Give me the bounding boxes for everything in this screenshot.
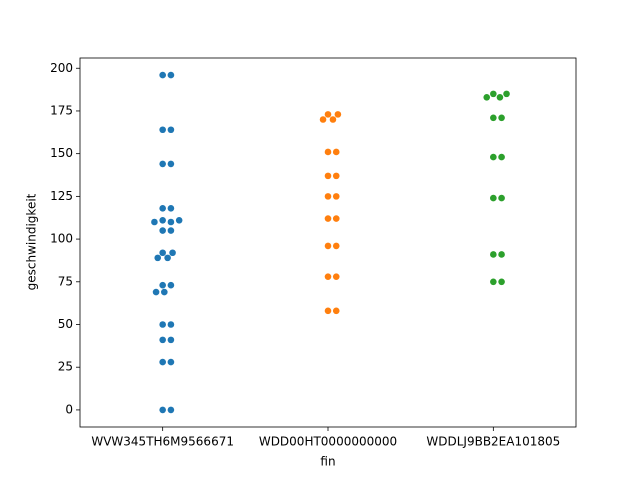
swarm-point <box>167 71 175 79</box>
swarm-point <box>324 111 332 118</box>
swarm-point <box>490 194 497 202</box>
y-tick-label: 125 <box>50 189 73 203</box>
swarm-point <box>159 160 166 168</box>
swarm-point <box>159 249 166 257</box>
swarm-point <box>152 288 160 296</box>
y-tick-label: 100 <box>50 232 73 246</box>
swarm-point <box>167 281 175 289</box>
swarm-point <box>159 406 166 414</box>
swarm-point <box>498 251 505 258</box>
swarm-point <box>167 218 175 226</box>
swarm-point <box>490 153 497 161</box>
swarm-point <box>319 116 327 123</box>
y-tick-label: 75 <box>58 274 73 288</box>
swarm-point <box>498 278 505 286</box>
swarm-point <box>498 153 505 161</box>
swarm-point <box>332 242 340 250</box>
swarm-point <box>167 126 175 134</box>
swarm-point <box>159 336 166 344</box>
swarm-point <box>490 251 497 258</box>
swarm-point <box>167 358 175 366</box>
swarm-point <box>154 254 162 262</box>
swarm-point <box>324 172 332 180</box>
swarm-point <box>164 254 171 262</box>
swarm-point <box>175 216 183 224</box>
swarm-point <box>159 126 166 134</box>
swarm-point <box>159 227 166 234</box>
swarm-point <box>169 249 176 257</box>
swarm-point <box>324 273 332 280</box>
swarm-point <box>167 336 175 344</box>
plot-frame <box>79 57 577 428</box>
swarm-point <box>159 358 166 366</box>
x-tick-label: WDDLJ9BB2EA101805 <box>426 435 560 449</box>
swarm-point <box>324 242 332 250</box>
x-tick-label: WVW345TH6M9566671 <box>91 435 234 449</box>
y-tick-label: 25 <box>58 360 73 374</box>
swarm-point <box>490 114 497 122</box>
x-tick-label: WDD00HT0000000000 <box>259 435 397 449</box>
y-tick-label: 150 <box>50 146 73 160</box>
swarm-point <box>159 321 166 328</box>
swarm-point <box>332 215 340 222</box>
swarm-point <box>332 273 340 280</box>
swarm-point <box>161 288 168 296</box>
swarm-point <box>329 116 337 123</box>
swarm-point <box>490 90 497 98</box>
swarm-point <box>159 205 166 212</box>
swarm-point <box>159 216 166 224</box>
swarm-point <box>498 114 505 122</box>
swarm-point <box>324 148 332 156</box>
swarm-point <box>332 193 340 200</box>
swarm-point <box>324 307 332 315</box>
y-tick-label: 175 <box>50 103 73 117</box>
swarm-point <box>167 205 175 212</box>
swarm-point <box>334 111 342 118</box>
swarm-point <box>324 215 332 222</box>
swarm-point <box>151 218 158 226</box>
swarm-point <box>167 321 175 328</box>
swarm-point <box>159 71 166 79</box>
x-axis-label: fin <box>320 455 335 469</box>
y-tick-label: 0 <box>65 402 73 416</box>
swarm-point <box>167 160 175 168</box>
swarm-point <box>332 307 340 315</box>
swarm-point <box>167 227 175 234</box>
swarm-point <box>490 278 497 286</box>
y-tick-label: 200 <box>50 61 73 75</box>
swarm-point <box>332 172 340 180</box>
swarm-point <box>332 148 340 156</box>
swarm-point <box>483 93 491 101</box>
swarm-point <box>159 281 166 289</box>
swarm-point <box>496 93 504 101</box>
swarm-point <box>324 193 332 200</box>
y-tick-label: 50 <box>58 317 73 331</box>
y-axis-label: geschwindigkeit <box>25 193 39 290</box>
swarm-point <box>167 406 175 414</box>
swarm-point <box>498 194 505 202</box>
swarm-point <box>503 90 510 98</box>
